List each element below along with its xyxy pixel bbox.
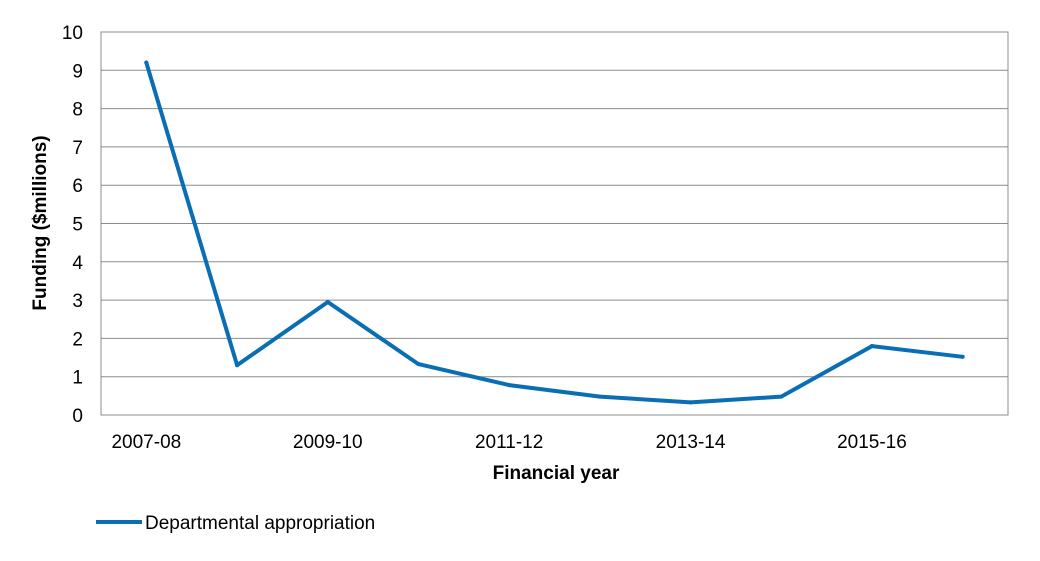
y-tick-label: 10	[62, 23, 83, 44]
y-tick-label: 8	[72, 100, 83, 121]
x-tick-label: 2011-12	[475, 432, 543, 453]
plot-area-frame	[100, 31, 1009, 416]
series-layer	[144, 60, 965, 405]
data-point	[507, 383, 512, 388]
x-tick-label: 2013-14	[656, 432, 726, 453]
y-tick-label: 7	[72, 138, 83, 159]
legend: Departmental appropriation	[96, 513, 375, 534]
data-point	[235, 363, 240, 368]
y-tick-label: 0	[72, 406, 83, 427]
y-tick-label: 6	[72, 176, 83, 197]
y-tick-label: 5	[72, 215, 83, 236]
y-tick-label: 9	[72, 61, 83, 82]
data-point	[779, 394, 784, 399]
data-point	[325, 300, 330, 305]
legend-label-departmental-appropriation: Departmental appropriation	[145, 513, 375, 534]
x-axis-ticks: 2007-08 2009-10 2011-12 2013-14 2015-16	[111, 432, 906, 453]
data-point	[597, 394, 602, 399]
y-tick-label: 4	[72, 253, 83, 274]
data-point	[688, 400, 693, 405]
data-point	[416, 362, 421, 367]
y-tick-label: 1	[72, 368, 83, 389]
data-point	[144, 60, 149, 65]
x-axis-title: Financial year	[493, 463, 620, 484]
gridlines	[101, 69, 1008, 378]
y-tick-label: 2	[72, 329, 83, 350]
data-point	[960, 354, 965, 359]
y-tick-label: 3	[72, 291, 83, 312]
y-axis-title: Funding ($millions)	[30, 135, 51, 310]
y-axis-ticks: 0 1 2 3 4 5 6 7 8 9 10	[62, 23, 84, 427]
x-tick-label: 2009-10	[293, 432, 363, 453]
data-point	[869, 344, 874, 349]
x-tick-label: 2015-16	[837, 432, 907, 453]
series-line-0	[144, 60, 965, 405]
x-tick-label: 2007-08	[111, 432, 181, 453]
